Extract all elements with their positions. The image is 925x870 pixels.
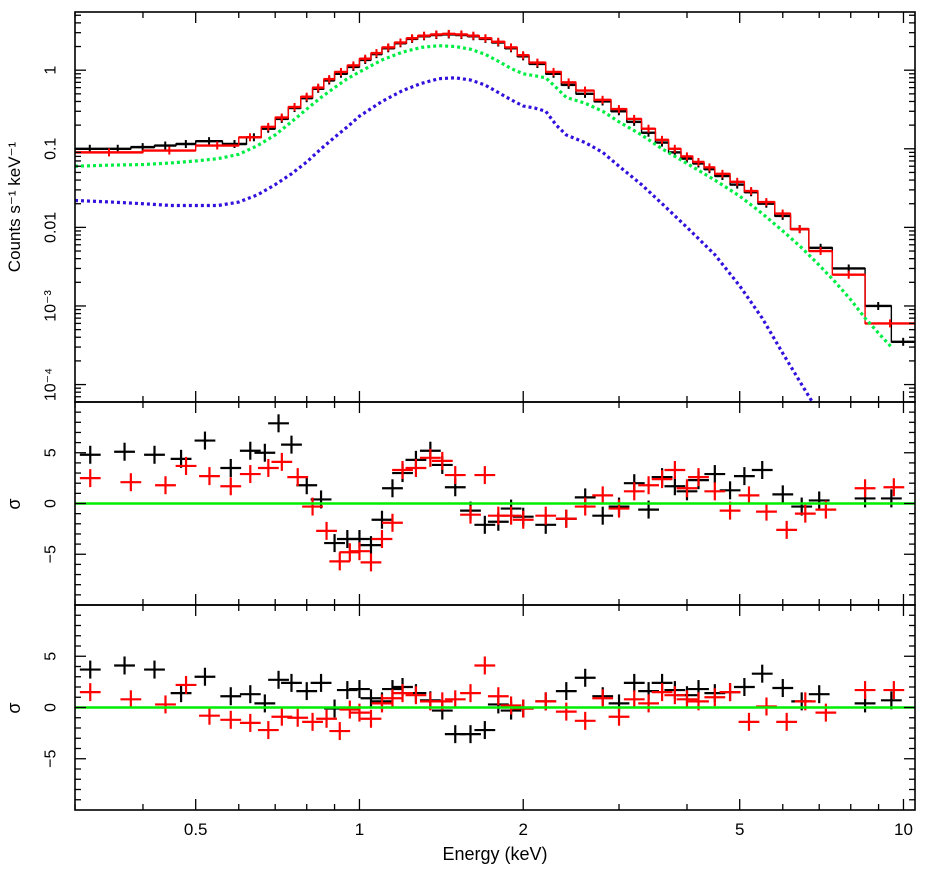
y-tick-label: 10⁻³ bbox=[43, 290, 60, 322]
residual-2-marks bbox=[75, 656, 915, 744]
residual-1-marks bbox=[75, 414, 915, 572]
y-tick-label: 5 bbox=[43, 652, 60, 661]
model-curve-blue bbox=[75, 76, 814, 402]
spectrum-y-axis: 1 0.1 0.01 10⁻³ 10⁻⁴ bbox=[43, 14, 915, 403]
x-tick-label: 2 bbox=[518, 820, 527, 839]
spectrum-panel: 1 0.1 0.01 10⁻³ 10⁻⁴ Counts s⁻¹ keV⁻¹ bbox=[5, 14, 915, 403]
x-axis: 0.5 1 2 5 10 bbox=[74, 12, 913, 839]
y-tick-label: 5 bbox=[43, 448, 60, 457]
x-tick-label: 10 bbox=[894, 820, 913, 839]
x-tick-label: 5 bbox=[735, 820, 744, 839]
frame-bottom bbox=[74, 604, 916, 811]
residual-1-y-label: σ bbox=[4, 498, 24, 509]
y-tick-label: 0 bbox=[43, 499, 60, 508]
residual-panel-2: 5 0 −5 σ bbox=[4, 614, 915, 801]
residual-panel-1: 5 0 −5 σ bbox=[4, 411, 915, 596]
x-axis-label: Energy (keV) bbox=[442, 844, 547, 864]
residual-2-y-axis: 5 0 −5 bbox=[43, 614, 915, 801]
y-tick-label: 0.01 bbox=[43, 212, 60, 243]
spectrum-marks bbox=[75, 29, 915, 402]
data-step-line-black bbox=[75, 33, 915, 343]
panel-frames bbox=[74, 11, 916, 811]
y-tick-label: 0.1 bbox=[43, 138, 60, 160]
x-tick-label: 0.5 bbox=[184, 820, 208, 839]
y-tick-label: −5 bbox=[43, 545, 60, 563]
data-step-line-red bbox=[75, 33, 915, 325]
y-tick-label: 1 bbox=[43, 66, 60, 75]
y-tick-label: −5 bbox=[43, 750, 60, 768]
x-tick-label: 1 bbox=[355, 820, 364, 839]
spectrum-y-label: Counts s⁻¹ keV⁻¹ bbox=[5, 141, 24, 272]
residual-1-y-axis: 5 0 −5 bbox=[43, 411, 915, 596]
y-tick-label: 10⁻⁴ bbox=[43, 368, 60, 401]
y-tick-label: 0 bbox=[43, 703, 60, 712]
model-curve-green bbox=[75, 44, 893, 349]
residual-2-y-label: σ bbox=[4, 702, 24, 713]
